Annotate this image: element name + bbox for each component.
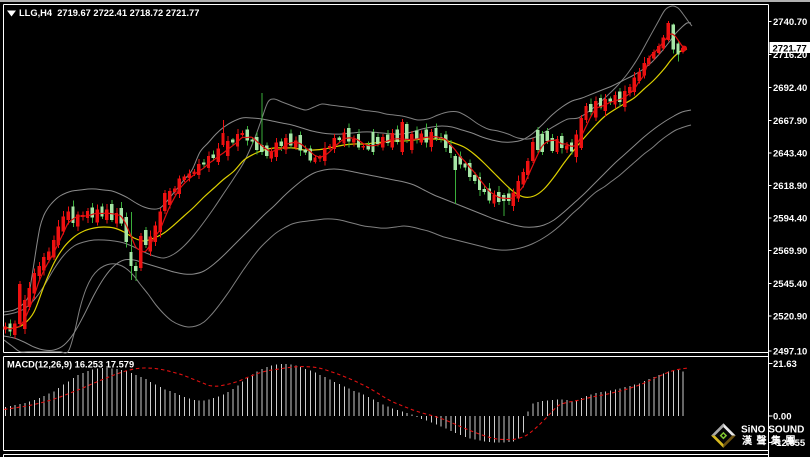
- svg-text:2716.20: 2716.20: [773, 50, 807, 61]
- svg-text:2721.77: 2721.77: [773, 43, 807, 54]
- svg-text:2740.70: 2740.70: [773, 17, 807, 28]
- svg-text:21.63: 21.63: [773, 359, 797, 370]
- svg-text:MACD(12,26,9) 16.253 17.579: MACD(12,26,9) 16.253 17.579: [7, 360, 134, 370]
- svg-text:0.00: 0.00: [773, 411, 792, 422]
- svg-text:-12.655: -12.655: [773, 438, 806, 449]
- svg-text:LLG,H4 2719.67 2722.41 2718.7: LLG,H4 2719.67 2722.41 2718.72 2721.77: [19, 8, 199, 18]
- svg-text:2545.40: 2545.40: [773, 279, 807, 290]
- svg-text:2569.90: 2569.90: [773, 246, 807, 257]
- svg-text:2667.90: 2667.90: [773, 116, 807, 127]
- svg-text:2497.10: 2497.10: [773, 347, 807, 358]
- svg-text:2594.40: 2594.40: [773, 214, 807, 225]
- svg-text:2643.40: 2643.40: [773, 148, 807, 159]
- svg-text:漢聲集團: 漢聲集團: [742, 434, 800, 447]
- svg-text:SiNO SOUND: SiNO SOUND: [741, 425, 804, 436]
- svg-text:2520.90: 2520.90: [773, 311, 807, 322]
- svg-text:2618.90: 2618.90: [773, 181, 807, 192]
- svg-text:2692.40: 2692.40: [773, 83, 807, 94]
